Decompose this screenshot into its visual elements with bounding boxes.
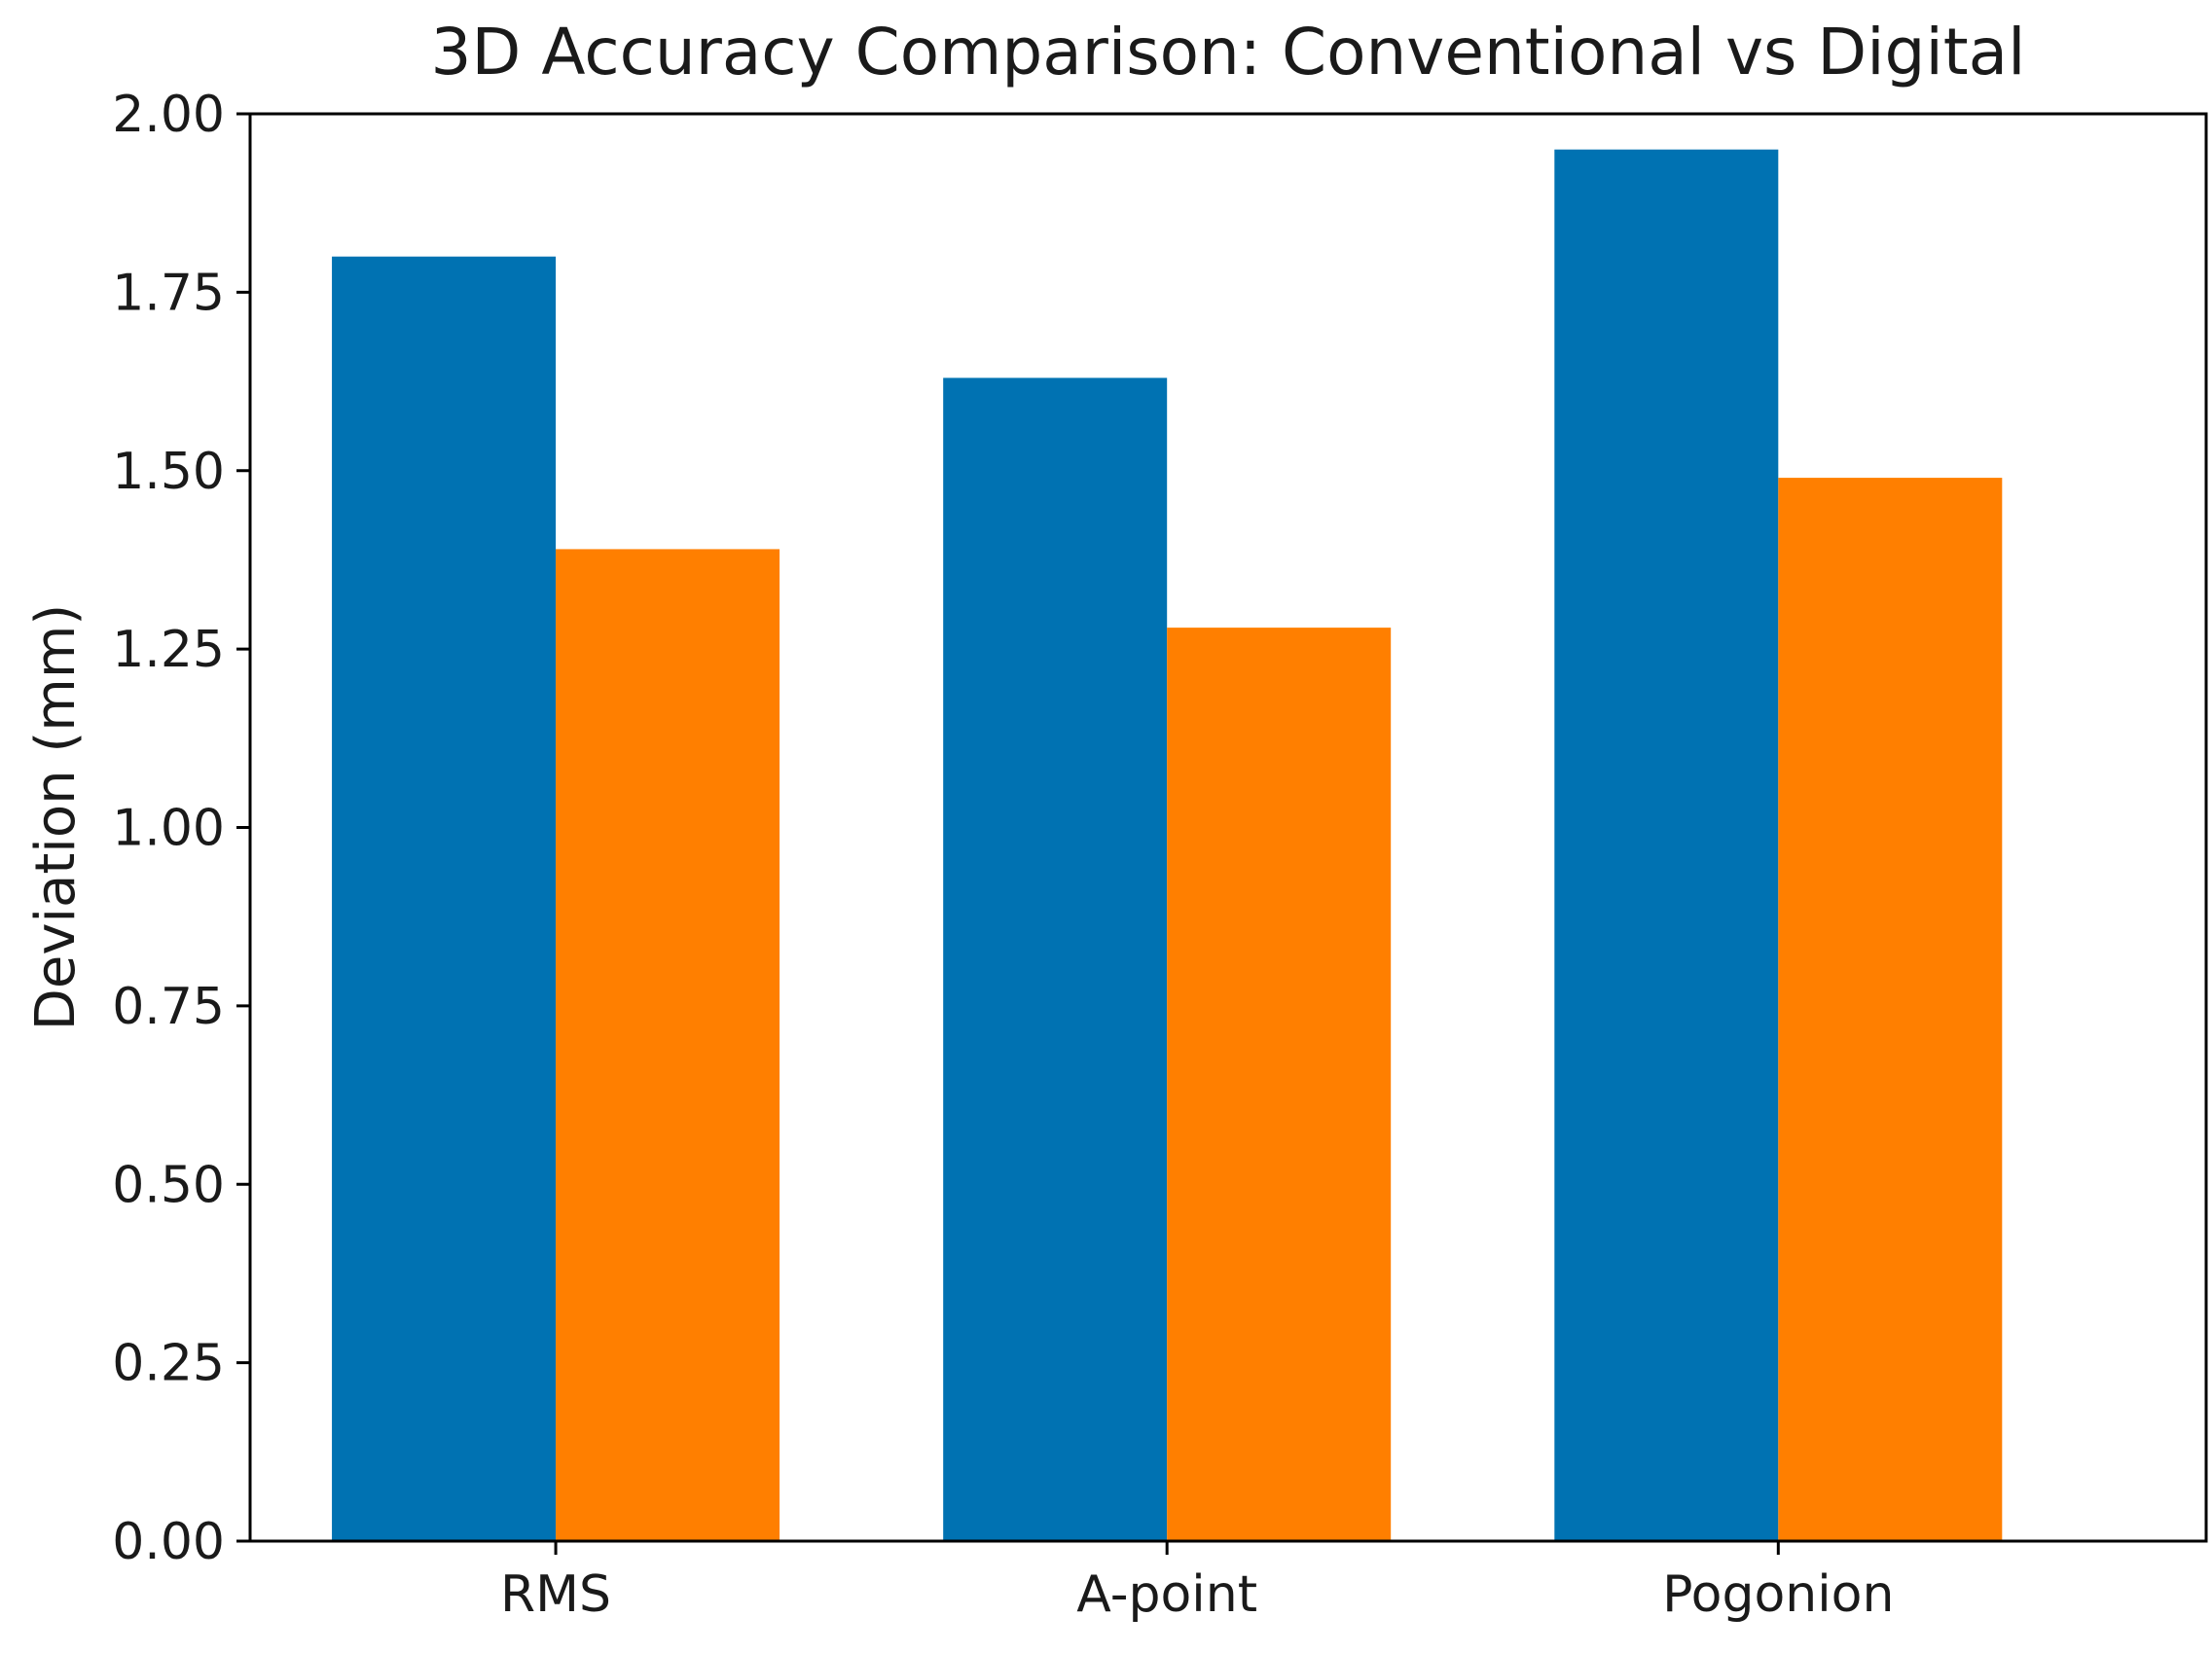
y-tick-label: 1.50 bbox=[112, 443, 225, 501]
y-tick-label: 1.25 bbox=[112, 621, 225, 679]
y-axis-label: Deviation (mm) bbox=[24, 604, 88, 1030]
chart-title: 3D Accuracy Comparison: Conventional vs … bbox=[431, 15, 2026, 90]
y-tick-label: 0.75 bbox=[112, 978, 225, 1036]
bars-group bbox=[332, 149, 2003, 1542]
y-tick-label: 2.00 bbox=[112, 86, 225, 144]
plot-frame bbox=[248, 112, 2208, 1543]
bar-rms-series-2 bbox=[556, 549, 780, 1541]
y-tick-label: 0.50 bbox=[112, 1156, 225, 1214]
y-axis-ticks: 0.00 0.25 0.50 0.75 1.00 1.25 1.50 1.75 2.00 bbox=[112, 86, 250, 1571]
bar-a-point-series-2 bbox=[1167, 628, 1392, 1541]
x-tick-label: Pogonion bbox=[1662, 1565, 1894, 1624]
x-tick-label: RMS bbox=[500, 1565, 611, 1624]
y-tick-label: 0.25 bbox=[112, 1335, 225, 1393]
bar-pogonion-series-2 bbox=[1778, 478, 2003, 1542]
y-tick-label: 1.75 bbox=[112, 264, 225, 322]
y-tick-label: 1.00 bbox=[112, 800, 225, 858]
x-tick-label: A-point bbox=[1076, 1565, 1257, 1624]
x-axis-ticks: RMS A-point Pogonion bbox=[500, 1541, 1894, 1624]
bar-a-point-series-1 bbox=[943, 377, 1168, 1541]
bar-pogonion-series-1 bbox=[1554, 149, 1779, 1541]
y-tick-label: 0.00 bbox=[112, 1513, 225, 1571]
bar-rms-series-1 bbox=[332, 256, 557, 1542]
